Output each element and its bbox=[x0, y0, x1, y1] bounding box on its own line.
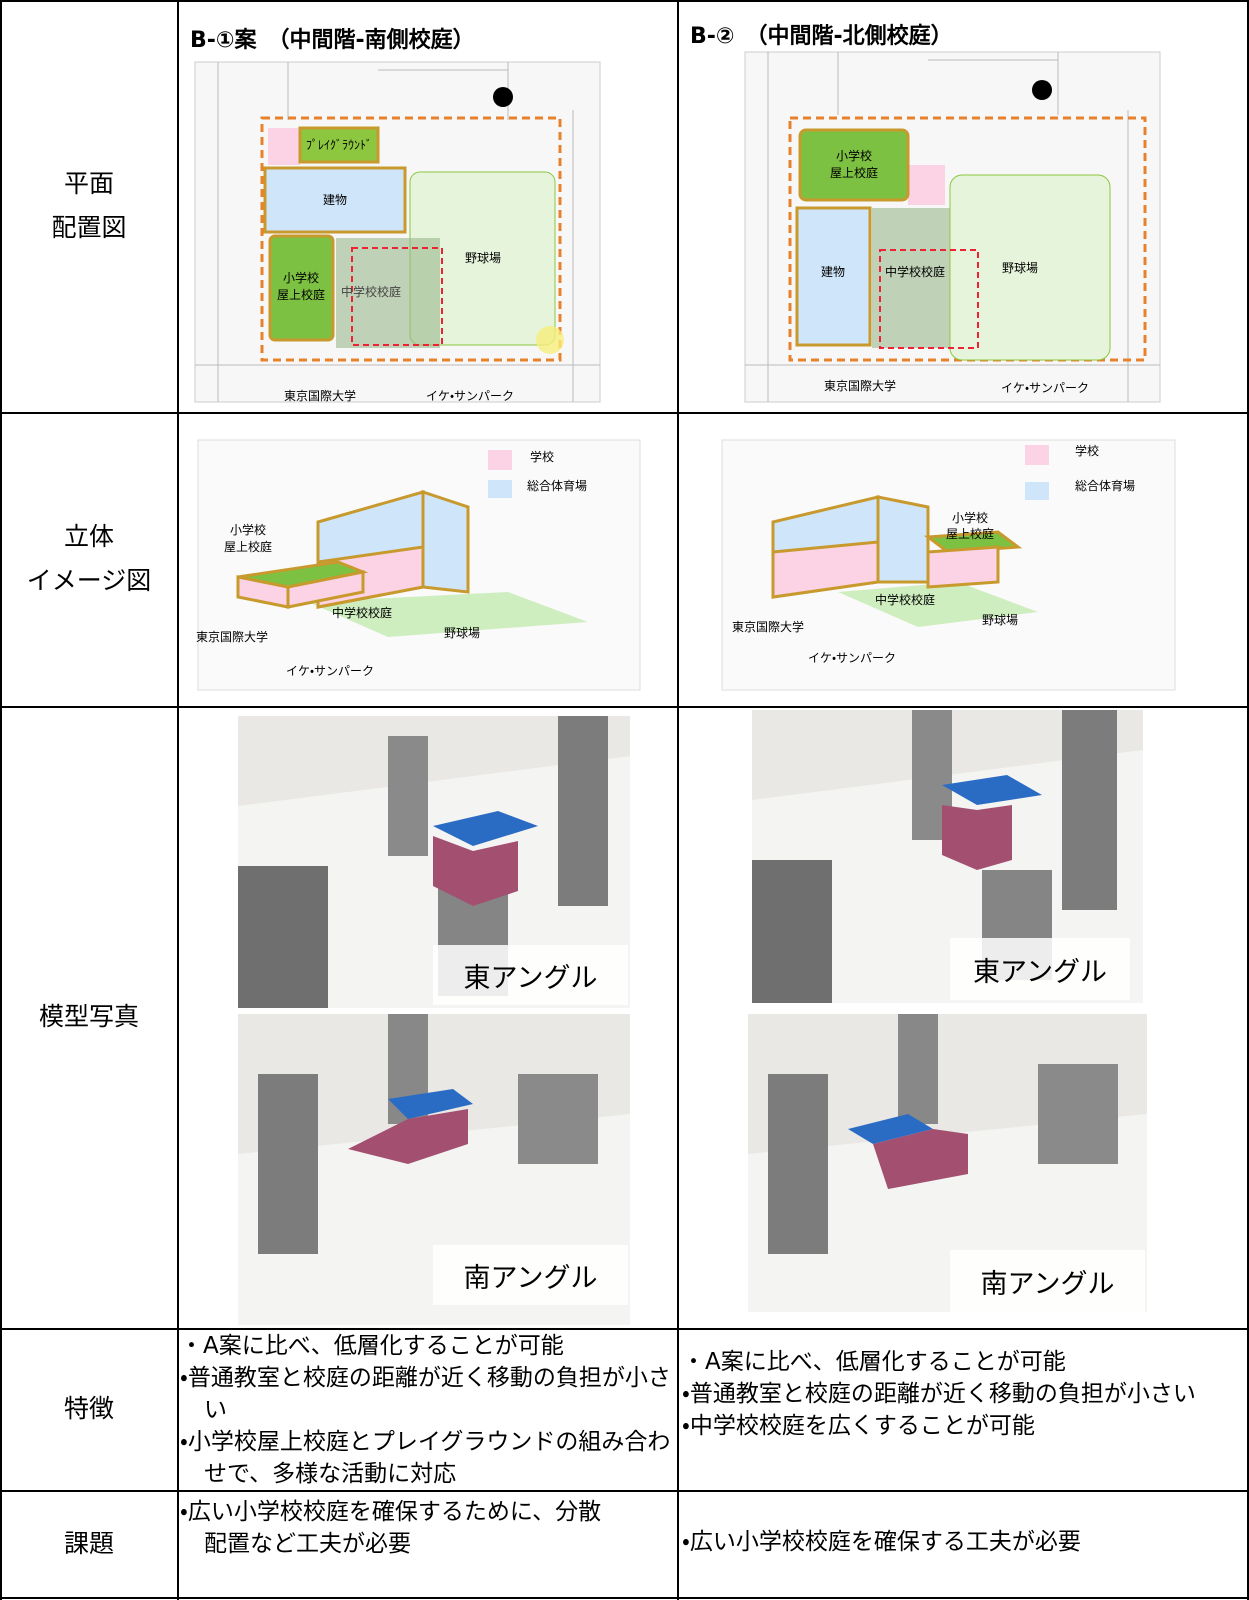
row-label: 模型写真 bbox=[0, 706, 178, 1328]
column-title: B-①案 （中間階-南側校庭） bbox=[190, 28, 475, 53]
iso-label: イケ・サンパーク bbox=[286, 664, 374, 678]
feature-list: ・A案に比べ、低層化することが可能 ・普通教室と校庭の距離が近く移動の負担が小さ… bbox=[682, 1346, 1244, 1442]
plan-label: 屋上校庭 bbox=[830, 166, 878, 180]
border bbox=[0, 706, 1249, 708]
column-title: B-② （中間階-北側校庭） bbox=[690, 24, 953, 49]
iso-label: 東京国際大学 bbox=[196, 629, 268, 644]
bullet: ・普通教室と校庭の距離が近く移動の負担が小さい bbox=[180, 1365, 671, 1423]
plan-label: 建物 bbox=[323, 193, 347, 207]
legend-label: 総合体育場 bbox=[1075, 478, 1135, 493]
model-photo bbox=[748, 1014, 1147, 1312]
plan-label: 東京国際大学 bbox=[284, 388, 356, 403]
bullet: ・広い小学校校庭を確保する工夫が必要 bbox=[682, 1529, 1081, 1555]
border bbox=[1247, 0, 1249, 1600]
plan-label: 小学校 bbox=[836, 148, 872, 163]
iso-label: 東京国際大学 bbox=[732, 619, 804, 634]
bullet: ・A案に比べ、低層化することが可能 bbox=[180, 1333, 564, 1359]
bullet: ・小学校屋上校庭とプレイグラウンドの組み合わせで、多様な活動に対応 bbox=[180, 1429, 671, 1487]
text: 特徴 bbox=[63, 1394, 114, 1423]
bullet: ・A案に比べ、低層化することが可能 bbox=[682, 1349, 1066, 1375]
iso-label: 中学校校庭 bbox=[332, 605, 392, 620]
iso-diagram: 学校 総合体育場 小学校 屋上校庭 中学校校庭 野球場 東京国際大学 イケ・サン… bbox=[721, 439, 1176, 691]
text: 立体 bbox=[63, 522, 114, 551]
photo-label: 南アングル bbox=[950, 1250, 1145, 1312]
text: 平面 bbox=[63, 169, 114, 198]
border bbox=[0, 0, 1249, 2]
photo-label: 東アングル bbox=[950, 938, 1130, 1000]
text: 課題 bbox=[63, 1529, 114, 1558]
row-label: 課題 bbox=[0, 1490, 178, 1598]
plan-label: 東京国際大学 bbox=[824, 378, 896, 393]
text: 模型写真 bbox=[38, 1002, 139, 1031]
photo-label: 東アングル bbox=[433, 945, 628, 1005]
feature-list: ・A案に比べ、低層化することが可能 ・普通教室と校庭の距離が近く移動の負担が小さ… bbox=[180, 1330, 675, 1490]
plan-label: ﾌﾟﾚｲｸﾞﾗｳﾝﾄﾞ bbox=[306, 138, 372, 152]
bullet: ・中学校校庭を広くすることが可能 bbox=[682, 1413, 1035, 1439]
iso-diagram: 学校 総合体育場 小学校 屋上校庭 中学校校庭 野球場 東京国際大学 イケ・サン… bbox=[196, 439, 641, 691]
border bbox=[0, 0, 2, 1600]
plan-label: 小学校 bbox=[283, 270, 319, 285]
site-plan: 小学校 屋上校庭 建物 中学校校庭 野球場 東京国際大学 イケ・サンパーク bbox=[744, 51, 1161, 403]
plan-label: 野球場 bbox=[1002, 260, 1038, 275]
plan-label: 中学校校庭 bbox=[341, 284, 401, 299]
issue-list: ・広い小学校校庭を確保するために、分散配置など工夫が必要 bbox=[180, 1496, 620, 1560]
border bbox=[0, 1490, 1249, 1492]
bullet: ・広い小学校校庭を確保するために、分散配置など工夫が必要 bbox=[180, 1499, 602, 1557]
row-label: 立体 イメージ図 bbox=[0, 412, 178, 706]
border bbox=[0, 1328, 1249, 1330]
text: 配置図 bbox=[51, 213, 127, 242]
photo-label: 南アングル bbox=[433, 1245, 628, 1305]
legend-label: 学校 bbox=[1075, 443, 1099, 458]
iso-label: 小学校 bbox=[230, 522, 266, 537]
border bbox=[0, 1597, 1249, 1599]
plan-label: イケ・サンパーク bbox=[1001, 381, 1089, 395]
border bbox=[0, 412, 1249, 414]
iso-label: イケ・サンパーク bbox=[808, 651, 896, 665]
iso-label: 小学校 bbox=[952, 510, 988, 525]
row-label: 平面 配置図 bbox=[0, 0, 178, 412]
plan-label: 建物 bbox=[821, 265, 845, 279]
row-label: 特徴 bbox=[0, 1328, 178, 1490]
legend-label: 学校 bbox=[530, 449, 554, 464]
plan-label: 中学校校庭 bbox=[885, 264, 945, 279]
border bbox=[677, 0, 679, 1600]
border bbox=[177, 0, 179, 1600]
bullet: ・普通教室と校庭の距離が近く移動の負担が小さい bbox=[682, 1381, 1196, 1407]
plan-label: 野球場 bbox=[465, 250, 501, 265]
site-plan: ﾌﾟﾚｲｸﾞﾗｳﾝﾄﾞ 建物 小学校 屋上校庭 中学校校庭 野球場 東京国際大学… bbox=[194, 61, 601, 403]
iso-label: 中学校校庭 bbox=[875, 592, 935, 607]
legend-label: 総合体育場 bbox=[527, 478, 587, 493]
plan-label: イケ・サンパーク bbox=[426, 389, 514, 403]
text: イメージ図 bbox=[26, 566, 152, 595]
iso-label: 屋上校庭 bbox=[224, 540, 272, 554]
iso-label: 野球場 bbox=[444, 625, 480, 640]
iso-label: 野球場 bbox=[982, 612, 1018, 627]
issue-list: ・広い小学校校庭を確保する工夫が必要 bbox=[682, 1526, 1244, 1558]
plan-label: 屋上校庭 bbox=[277, 288, 325, 302]
iso-label: 屋上校庭 bbox=[946, 527, 994, 541]
